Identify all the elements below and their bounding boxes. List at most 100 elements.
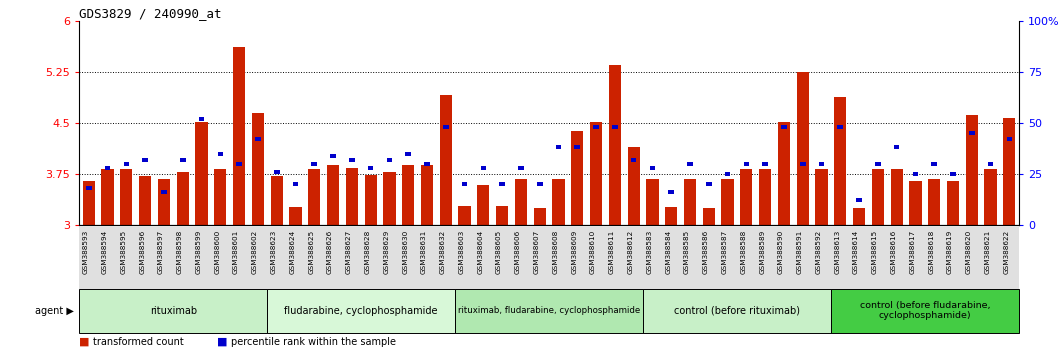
Bar — [79, 289, 267, 333]
Bar — [646, 179, 659, 225]
Text: ■: ■ — [79, 337, 90, 347]
Bar — [834, 97, 846, 225]
Bar — [387, 158, 392, 162]
Text: rituximab, fludarabine, cyclophosphamide: rituximab, fludarabine, cyclophosphamide — [457, 306, 641, 315]
Bar — [443, 125, 449, 129]
Bar — [1003, 118, 1016, 225]
Bar — [308, 169, 321, 225]
Bar — [649, 166, 656, 170]
Bar — [762, 162, 768, 166]
Text: GSM388583: GSM388583 — [646, 230, 652, 274]
Text: GSM388584: GSM388584 — [665, 230, 671, 274]
Text: ■: ■ — [217, 337, 228, 347]
Bar — [891, 169, 902, 225]
Bar — [831, 289, 1019, 333]
Text: percentile rank within the sample: percentile rank within the sample — [231, 337, 396, 347]
Text: GSM388600: GSM388600 — [214, 230, 220, 274]
Bar — [838, 125, 843, 129]
Bar — [481, 166, 486, 170]
Bar — [1006, 137, 1012, 141]
Text: GSM388590: GSM388590 — [778, 230, 784, 274]
Text: GSM388588: GSM388588 — [740, 230, 747, 274]
Text: GSM388625: GSM388625 — [308, 230, 315, 274]
Text: GSM388624: GSM388624 — [289, 230, 295, 274]
Text: GSM388604: GSM388604 — [478, 230, 483, 274]
Bar — [455, 289, 643, 333]
Text: GSM388596: GSM388596 — [139, 230, 145, 274]
Text: GSM388601: GSM388601 — [233, 230, 239, 274]
Bar — [724, 172, 731, 176]
Bar — [367, 166, 374, 170]
Text: GSM388613: GSM388613 — [834, 230, 840, 274]
Bar — [800, 162, 806, 166]
Bar — [857, 198, 862, 202]
Bar — [330, 154, 336, 158]
Text: GSM388586: GSM388586 — [703, 230, 708, 274]
Bar — [684, 179, 696, 225]
Bar — [518, 166, 524, 170]
Text: GSM388629: GSM388629 — [383, 230, 390, 274]
Bar — [969, 131, 974, 135]
Bar — [199, 117, 204, 121]
Text: GSM388608: GSM388608 — [553, 230, 558, 274]
Text: GSM388606: GSM388606 — [515, 230, 521, 274]
Bar — [609, 65, 621, 225]
Bar — [759, 169, 771, 225]
Bar — [928, 179, 940, 225]
Bar — [214, 169, 227, 225]
Bar — [910, 181, 921, 225]
Bar — [687, 162, 693, 166]
Text: control (before rituximab): control (before rituximab) — [674, 306, 800, 316]
Text: GSM388632: GSM388632 — [439, 230, 446, 274]
Text: GSM388592: GSM388592 — [815, 230, 822, 274]
Text: GSM388627: GSM388627 — [346, 230, 352, 274]
Bar — [180, 158, 185, 162]
Text: GDS3829 / 240990_at: GDS3829 / 240990_at — [79, 7, 222, 20]
Text: GSM388598: GSM388598 — [177, 230, 183, 274]
Bar — [537, 182, 542, 186]
Text: GSM388619: GSM388619 — [947, 230, 953, 274]
Text: GSM388602: GSM388602 — [252, 230, 258, 274]
Text: rituximab: rituximab — [149, 306, 197, 316]
Bar — [105, 166, 110, 170]
Bar — [86, 186, 92, 190]
Bar — [425, 162, 430, 166]
Bar — [782, 125, 787, 129]
Bar — [311, 162, 317, 166]
Text: GSM388585: GSM388585 — [684, 230, 690, 274]
Bar — [83, 181, 95, 225]
Text: GSM388622: GSM388622 — [1003, 230, 1009, 274]
Bar — [988, 162, 993, 166]
Text: GSM388609: GSM388609 — [571, 230, 577, 274]
Bar — [894, 145, 899, 149]
Text: GSM388617: GSM388617 — [910, 230, 915, 274]
Text: GSM388623: GSM388623 — [271, 230, 276, 274]
Bar — [743, 162, 749, 166]
Bar — [950, 172, 956, 176]
Bar — [872, 169, 884, 225]
Bar — [406, 152, 411, 156]
Bar — [665, 207, 678, 225]
Bar — [267, 289, 455, 333]
Bar — [740, 169, 753, 225]
Bar — [819, 162, 824, 166]
Bar — [612, 125, 617, 129]
Text: GSM388626: GSM388626 — [327, 230, 333, 274]
Bar — [102, 169, 113, 225]
Bar — [364, 175, 377, 225]
Bar — [574, 145, 580, 149]
Bar — [875, 162, 881, 166]
Bar — [703, 208, 715, 225]
Bar — [345, 169, 358, 225]
Bar — [236, 162, 241, 166]
Bar — [515, 179, 527, 225]
Bar — [161, 190, 166, 194]
Bar — [196, 122, 208, 225]
Text: transformed count: transformed count — [93, 337, 184, 347]
Bar — [815, 169, 827, 225]
Bar — [985, 169, 997, 225]
Text: GSM388615: GSM388615 — [872, 230, 878, 274]
Text: fludarabine, cyclophosphamide: fludarabine, cyclophosphamide — [285, 306, 438, 316]
Text: GSM388620: GSM388620 — [966, 230, 972, 274]
Bar — [706, 182, 712, 186]
